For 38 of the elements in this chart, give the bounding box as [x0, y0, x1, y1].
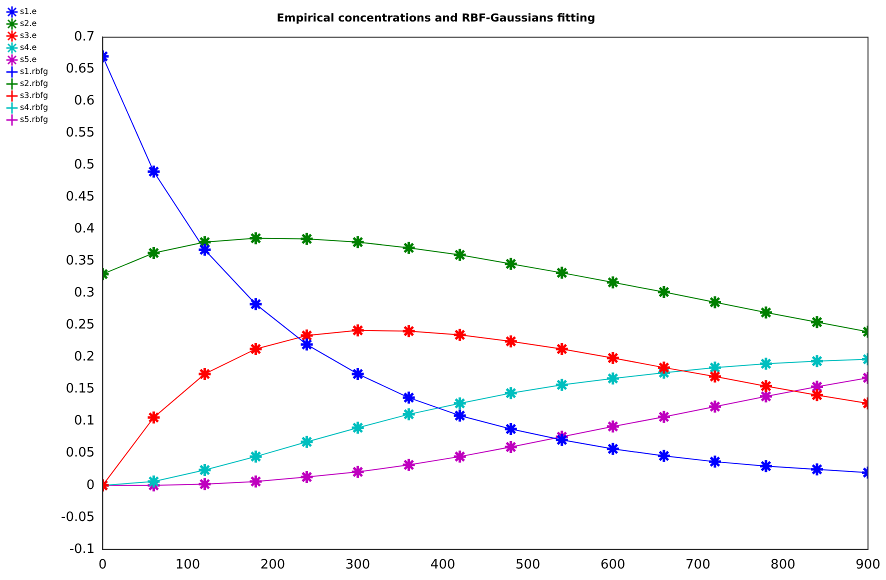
- y-tick-label: 0.1: [74, 414, 95, 429]
- x-tick-label: 800: [770, 558, 796, 573]
- chart-title: Empirical concentrations and RBF-Gaussians fitting: [276, 11, 596, 24]
- x-tick-label: 500: [515, 558, 540, 573]
- x-tick-label: 200: [260, 558, 286, 573]
- y-tick-label: -0.1: [69, 542, 95, 557]
- y-tick-label: 0: [86, 478, 95, 493]
- x-tick-label: 300: [345, 558, 370, 573]
- legend-label: s4.rbfg: [20, 103, 48, 112]
- legend-label: s2.rbfg: [20, 79, 48, 88]
- legend-label: s3.rbfg: [20, 91, 48, 100]
- y-tick-label: 0.2: [74, 350, 95, 365]
- x-tick-label: 100: [175, 558, 200, 573]
- legend-label: s2.e: [20, 19, 37, 28]
- legend-label: s1.e: [20, 7, 37, 16]
- legend-label: s4.e: [20, 43, 37, 52]
- y-tick-label: 0.6: [74, 94, 95, 109]
- x-tick-label: 600: [600, 558, 626, 573]
- y-tick-label: 0.5: [74, 158, 95, 173]
- y-tick-label: 0.55: [66, 126, 95, 141]
- legend-label: s5.e: [20, 55, 37, 64]
- x-tick-label: 700: [686, 558, 710, 573]
- y-tick-label: 0.7: [74, 30, 95, 45]
- x-tick-label: 400: [430, 558, 456, 573]
- legend-label: s3.e: [20, 31, 37, 40]
- y-tick-label: 0.4: [74, 222, 95, 237]
- legend-label: s1.rbfg: [20, 67, 48, 76]
- legend-label: s5.rbfg: [20, 115, 48, 124]
- y-tick-label: 0.35: [66, 254, 95, 269]
- y-tick-label: 0.05: [66, 446, 95, 461]
- x-tick-label: 0: [98, 558, 107, 573]
- y-tick-label: 0.3: [74, 286, 95, 301]
- y-tick-label: 0.15: [66, 382, 95, 397]
- y-tick-label: 0.65: [66, 62, 95, 77]
- y-tick-label: -0.05: [61, 510, 95, 525]
- y-tick-label: 0.25: [66, 318, 95, 333]
- x-tick-label: 900: [856, 558, 880, 573]
- y-tick-label: 0.45: [66, 190, 95, 205]
